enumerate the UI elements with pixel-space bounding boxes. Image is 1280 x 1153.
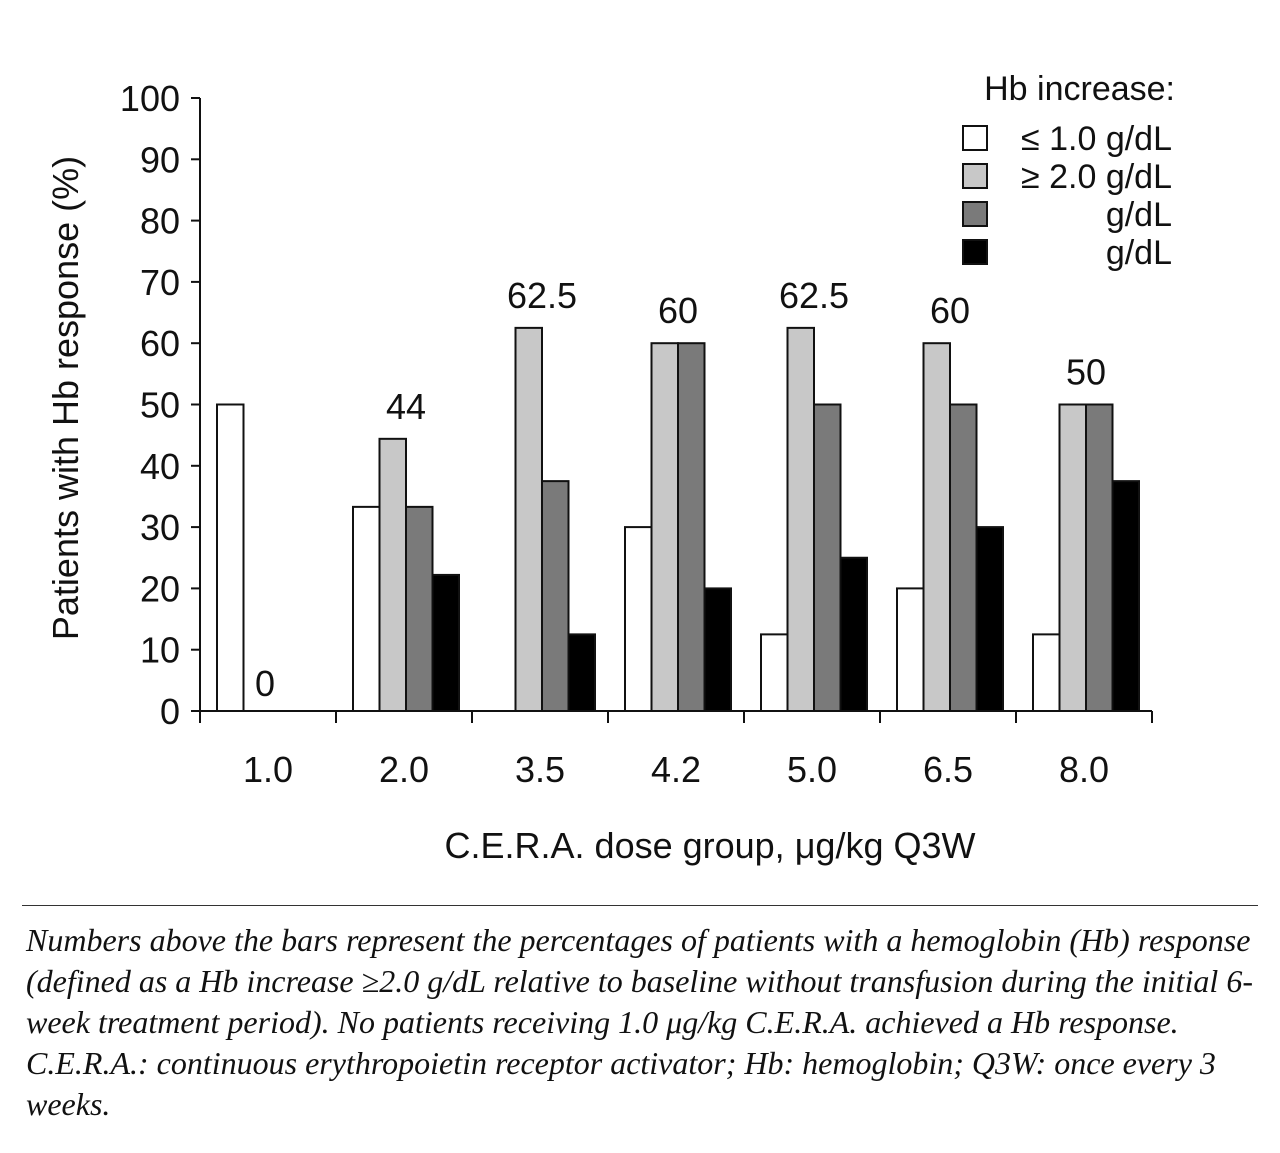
bar [703, 587, 732, 713]
bars [216, 326, 1140, 713]
x-axis-label: C.E.R.A. dose group, μg/kg Q3W [445, 825, 976, 866]
data-label: 62.5 [779, 275, 849, 316]
y-tick-label: 50 [140, 385, 180, 426]
y-tick-label: 70 [140, 262, 180, 303]
legend-swatch [962, 125, 988, 151]
bar [514, 326, 543, 712]
bar [624, 526, 653, 712]
bar-chart: 0 10 20 30 40 50 60 70 80 90 100 1.0 2.0 3.5 4.2 5.0 6.… [45, 70, 1175, 866]
bar [813, 403, 842, 712]
legend-entry: ≤ 1.0 g/dL [1021, 120, 1172, 158]
bar [541, 480, 570, 712]
bar [975, 526, 1004, 712]
data-label: 60 [658, 290, 698, 331]
x-tick-label: 6.5 [923, 749, 973, 790]
bar [378, 437, 407, 712]
x-tick-label: 1.0 [243, 749, 293, 790]
bar [405, 505, 434, 712]
legend-entry: ≥ 2.0 g/dL [1021, 158, 1172, 196]
y-tick-label: 0 [160, 691, 180, 732]
y-axis: 0 10 20 30 40 50 60 70 80 90 100 [120, 78, 201, 732]
bar [760, 633, 789, 712]
bar [352, 505, 381, 712]
bar [650, 342, 679, 712]
data-label: 60 [930, 290, 970, 331]
y-tick-label: 60 [140, 323, 180, 364]
y-tick-label: 90 [140, 139, 180, 180]
x-tick-label: 8.0 [1059, 749, 1109, 790]
bar [949, 403, 978, 712]
x-tick-label: 3.5 [515, 749, 565, 790]
bar [1058, 403, 1087, 712]
caption-divider [22, 905, 1258, 906]
y-tick-label: 20 [140, 568, 180, 609]
y-tick-label: 100 [120, 78, 180, 119]
data-label: 44 [386, 386, 426, 427]
x-tick-label: 2.0 [379, 749, 429, 790]
legend-title: Hb increase: [984, 70, 1175, 108]
legend-swatch [962, 201, 988, 227]
bar [431, 573, 460, 712]
legend-entry: g/dL [1106, 234, 1172, 272]
legend: Hb increase:≤ 1.0 g/dL≥ 2.0 g/dLg/dLg/dL [962, 70, 1175, 272]
y-tick-label: 80 [140, 201, 180, 242]
bar [786, 326, 815, 712]
bar [839, 556, 868, 712]
bar [216, 403, 245, 712]
legend-swatch [962, 163, 988, 189]
x-axis: 1.0 2.0 3.5 4.2 5.0 6.5 8.0 [199, 710, 1153, 790]
y-axis-label: Patients with Hb response (%) [45, 156, 86, 640]
x-tick-label: 4.2 [651, 749, 701, 790]
data-label: 62.5 [507, 275, 577, 316]
bar [1111, 480, 1140, 712]
y-tick-label: 40 [140, 446, 180, 487]
data-label: 50 [1066, 352, 1106, 393]
y-tick-label: 30 [140, 507, 180, 548]
annotations: 0 44 62.5 60 62.5 60 50 [255, 275, 1106, 704]
legend-swatch [962, 239, 988, 265]
legend-entry: g/dL [1106, 196, 1172, 234]
figure-caption: Numbers above the bars represent the per… [26, 922, 1253, 1122]
bar [677, 342, 706, 712]
x-tick-label: 5.0 [787, 749, 837, 790]
bar [896, 587, 925, 713]
bar [922, 342, 951, 712]
y-tick-label: 10 [140, 630, 180, 671]
bar [567, 633, 596, 712]
bar [1032, 633, 1061, 712]
data-label: 0 [255, 663, 275, 704]
bar [1085, 403, 1114, 712]
